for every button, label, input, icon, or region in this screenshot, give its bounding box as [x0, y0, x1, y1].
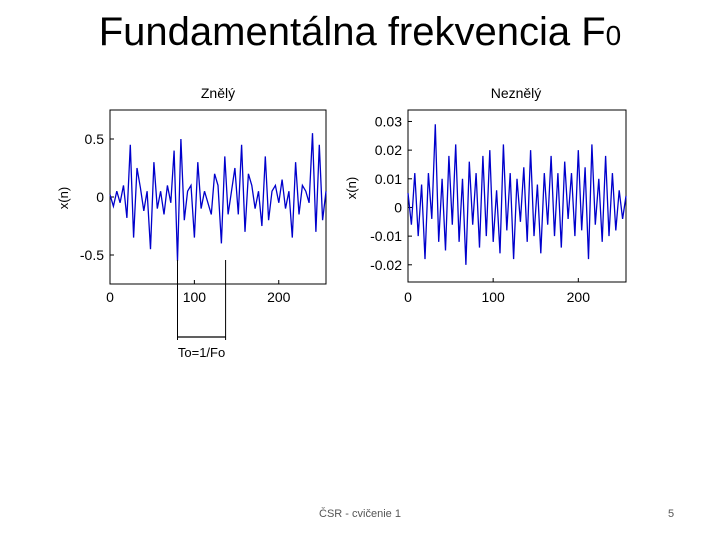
x-tick-label: 200 — [267, 289, 291, 305]
period-annotation: To=1/Fo — [177, 260, 227, 360]
slide-title: Fundamentálna frekvencia F0 — [0, 10, 720, 55]
chart-unvoiced-y-ticks: 0.03 0.02 0.01 0 -0.01 -0.02 — [370, 113, 412, 273]
y-tick-label: 0.01 — [375, 171, 402, 187]
y-tick-label: 0.03 — [375, 113, 402, 129]
y-tick-label: 0.02 — [375, 142, 402, 158]
y-tick-label: -0.02 — [370, 257, 402, 273]
chart-voiced-title: Znělý — [201, 85, 235, 101]
y-tick-label: -0.5 — [80, 247, 104, 263]
x-tick-label: 200 — [567, 289, 591, 305]
chart-unvoiced-series — [407, 124, 627, 265]
y-tick-label: -0.01 — [370, 228, 402, 244]
page-number: 5 — [668, 508, 675, 520]
chart-unvoiced: Neznělý x(n) 0.03 0.02 0.01 0 -0.01 -0.02 0 10… — [344, 85, 627, 305]
title-subscript: 0 — [605, 20, 622, 51]
chart-unvoiced-x-ticks: 0 100 200 — [404, 278, 590, 305]
y-tick-label: 0 — [96, 189, 104, 205]
series-line — [407, 124, 627, 265]
title-main: Fundamentálna frekvencia F — [98, 10, 606, 54]
chart-voiced-ylabel: x(n) — [56, 187, 71, 209]
chart-voiced-series — [109, 133, 327, 261]
series-line — [109, 133, 327, 261]
x-tick-label: 100 — [481, 289, 505, 305]
y-tick-label: 0.5 — [85, 131, 105, 147]
x-tick-label: 100 — [183, 289, 207, 305]
y-tick-label: 0 — [394, 199, 402, 215]
x-tick-label: 0 — [404, 289, 412, 305]
chart-voiced: Znělý x(n) 0.5 0 -0.5 0 100 200 — [56, 85, 327, 305]
chart-voiced-y-ticks: 0.5 0 -0.5 — [80, 131, 114, 263]
chart-unvoiced-ylabel: x(n) — [344, 177, 359, 199]
chart-voiced-x-ticks: 0 100 200 — [106, 280, 291, 305]
x-tick-label: 0 — [106, 289, 114, 305]
footer-text: ČSR - cvičenie 1 — [319, 508, 401, 520]
chart-unvoiced-title: Neznělý — [491, 85, 542, 101]
period-label: To=1/Fo — [178, 345, 225, 360]
